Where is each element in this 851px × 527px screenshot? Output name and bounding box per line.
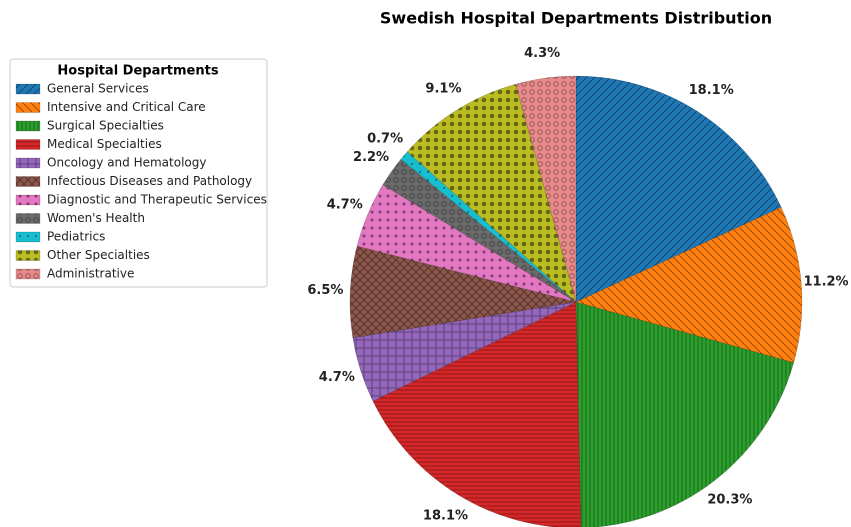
legend-label: Medical Specialties [47,137,162,151]
legend-box [9,58,268,288]
legend-swatch [15,139,41,150]
legend-swatch [15,102,41,113]
legend-label: Surgical Specialties [47,119,164,133]
legend-swatch [15,83,41,95]
pie-slice [382,158,577,303]
legend-label: Infectious Diseases and Pathology [47,174,252,188]
pie-slice [406,83,577,303]
legend-label: Diagnostic and Therapeutic Services [47,193,267,207]
slice-label: 9.1% [425,82,461,97]
pie-slice [400,151,577,303]
legend-title: Hospital Departments [57,64,218,79]
slice-label: 11.2% [803,274,848,289]
legend-swatch [15,176,41,187]
slice-label: 18.1% [689,83,734,98]
slice-label: 18.1% [423,509,468,524]
slice-label: 4.7% [327,197,363,212]
pie-slice [356,184,577,303]
legend-swatch [15,268,41,280]
legend-label: General Services [47,82,149,96]
legend-swatch [15,231,41,243]
slice-label: 20.3% [707,493,752,508]
legend-label: Other Specialties [47,248,150,262]
slice-label: 4.3% [524,46,560,61]
slice-label: 2.2% [353,150,389,165]
slice-label: 0.7% [367,132,403,147]
legend-label: Oncology and Hematology [47,156,206,170]
pie-slice [575,301,794,527]
legend-label: Administrative [47,267,134,281]
legend-label: Intensive and Critical Care [47,100,206,114]
legend-swatch [15,157,41,169]
pie-slice [575,206,803,364]
legend-swatch [15,250,41,261]
legend-label: Women's Health [47,211,145,225]
pie-slice [575,75,782,303]
legend-swatch [15,120,41,132]
legend-swatch [15,194,41,206]
slice-label: 4.7% [319,370,355,385]
pie-slice [515,75,577,303]
slice-label: 6.5% [307,283,343,298]
chart-title: Swedish Hospital Departments Distributio… [380,9,772,28]
pie-slice [349,245,577,339]
legend-label: Pediatrics [47,230,105,244]
pie-slice [352,301,577,402]
legend-swatch [15,213,41,224]
